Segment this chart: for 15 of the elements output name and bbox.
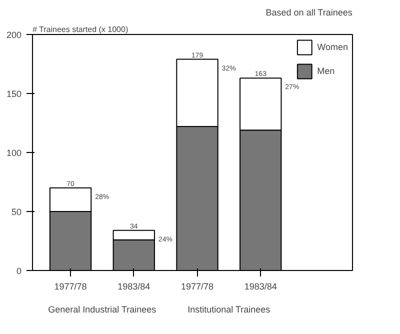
chart-subtitle: Based on all Trainees (266, 8, 353, 18)
x-tick-label: 1977/78 (54, 282, 87, 292)
text: General Industrial Trainees (48, 304, 157, 314)
y-tick-label: 100 (6, 148, 22, 158)
legend-label: Men (317, 66, 336, 76)
y-tick-label: 50 (11, 207, 22, 217)
y-tick-label: 200 (6, 30, 22, 40)
x-tick-label: 1983/84 (118, 282, 150, 292)
text: Institutional Trainees (188, 304, 271, 314)
legend-label: Women (317, 42, 348, 52)
y-tick-label: 150 (6, 89, 22, 99)
x-tick-label: 1977/78 (180, 282, 214, 292)
y-axis-title: # Trainees started (x 1000) (32, 25, 128, 34)
y-tick-label: 0 (16, 266, 22, 276)
x-tick-label: 1983/84 (244, 282, 277, 292)
